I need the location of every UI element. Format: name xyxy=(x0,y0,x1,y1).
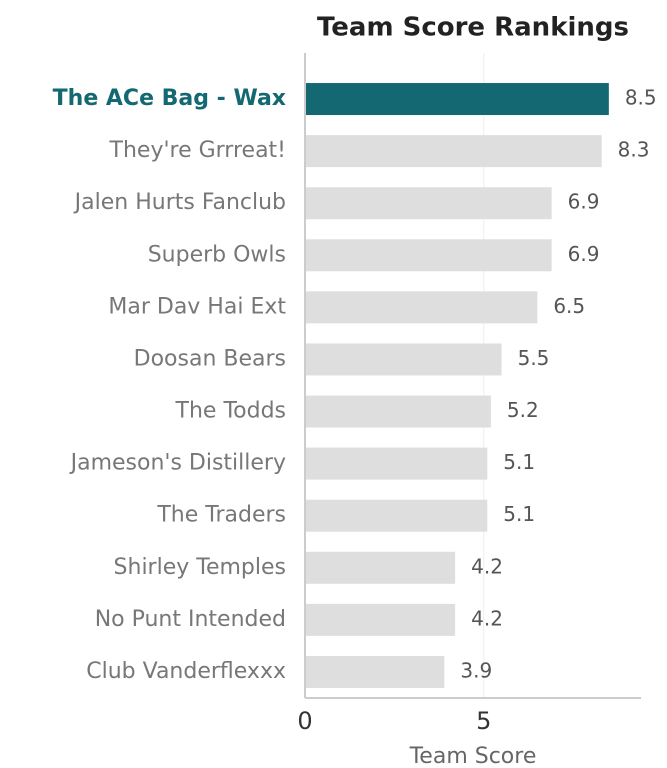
category-label: The ACe Bag - Wax xyxy=(53,86,286,111)
value-label: 6.5 xyxy=(553,294,585,318)
bar xyxy=(305,135,602,168)
x-axis-label: Team Score xyxy=(409,744,537,768)
category-label: Jameson's Distillery xyxy=(69,451,286,476)
bar xyxy=(305,395,491,428)
value-label: 3.9 xyxy=(460,658,492,682)
category-label: Jalen Hurts Fanclub xyxy=(73,190,286,215)
bar xyxy=(305,499,488,532)
category-label: Club Vanderflexxx xyxy=(86,659,286,684)
bar xyxy=(305,343,502,376)
value-label: 5.2 xyxy=(507,398,539,422)
value-label: 5.1 xyxy=(503,450,535,474)
bar xyxy=(305,83,609,116)
category-label: Mar Dav Hai Ext xyxy=(108,294,286,319)
bar xyxy=(305,239,552,272)
value-label: 8.5 xyxy=(625,86,657,110)
category-label: Doosan Bears xyxy=(134,346,286,371)
x-tick-label: 0 xyxy=(297,707,312,735)
bar xyxy=(305,551,456,584)
category-label: No Punt Intended xyxy=(95,607,286,632)
chart-title: Team Score Rankings xyxy=(317,13,629,43)
category-label: Superb Owls xyxy=(148,242,286,267)
category-label: The Traders xyxy=(156,503,286,528)
value-label: 4.2 xyxy=(471,554,503,578)
value-label: 6.9 xyxy=(568,190,600,214)
category-label: The Todds xyxy=(175,399,286,424)
value-label: 4.2 xyxy=(471,606,503,630)
value-label: 6.9 xyxy=(568,242,600,266)
bar xyxy=(305,447,488,480)
bar xyxy=(305,291,538,324)
x-tick-label: 5 xyxy=(476,707,491,735)
bar xyxy=(305,603,456,636)
category-label: They're Grrreat! xyxy=(109,138,286,163)
value-label: 5.5 xyxy=(518,346,550,370)
bar xyxy=(305,187,552,220)
value-label: 5.1 xyxy=(503,502,535,526)
bar xyxy=(305,655,445,688)
category-label: Shirley Temples xyxy=(114,555,286,580)
value-label: 8.3 xyxy=(618,138,650,162)
